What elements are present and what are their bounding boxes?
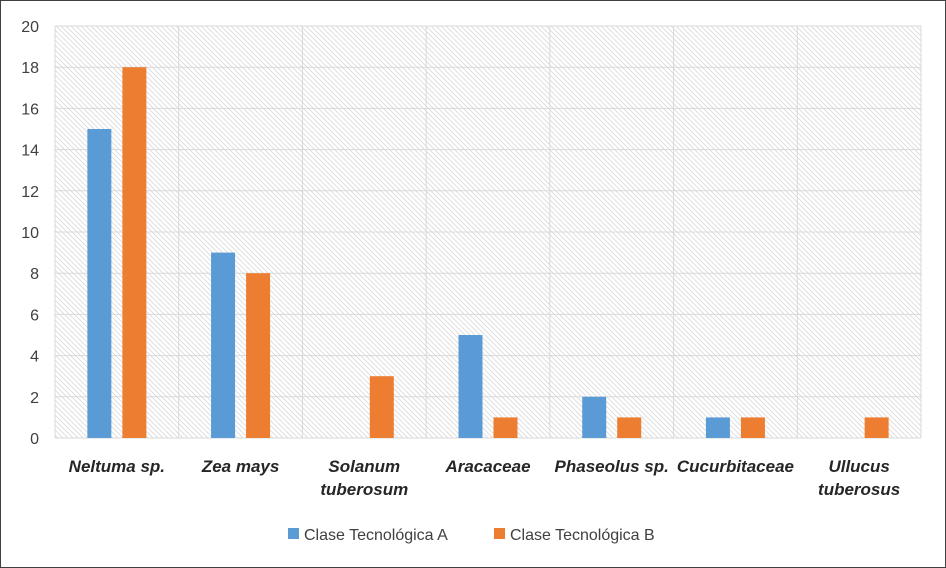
- y-tick-label: 8: [30, 266, 39, 283]
- legend-label: Clase Tecnológica A: [304, 527, 448, 544]
- bar-a-4: [582, 396, 607, 438]
- bar-a-5: [705, 417, 730, 438]
- category-label: tuberosus: [818, 480, 900, 499]
- bar-a-3: [458, 335, 483, 438]
- x-axis-categories: Neltuma sp. Zea mays Solanum tuberosum Araca…: [69, 457, 901, 499]
- y-tick-label: 0: [30, 431, 39, 448]
- bar-b-3: [493, 417, 518, 438]
- y-tick-label: 14: [21, 143, 39, 160]
- y-tick-label: 10: [21, 225, 39, 242]
- bar-b-1: [246, 273, 271, 438]
- category-label: Ullucus: [828, 457, 889, 476]
- y-tick-label: 18: [21, 60, 39, 77]
- legend-swatch-a: [288, 528, 299, 539]
- bar-b-2: [369, 376, 394, 438]
- bar-a-1: [211, 252, 236, 438]
- y-tick-label: 6: [30, 307, 39, 324]
- category-label: Solanum: [328, 457, 400, 476]
- bar-b-0: [122, 67, 147, 438]
- category-label: Aracaceae: [444, 457, 530, 476]
- category-label: Cucurbitaceae: [677, 457, 794, 476]
- bar-a-0: [87, 129, 112, 438]
- bars: [87, 67, 889, 438]
- category-label: Phaseolus sp.: [555, 457, 669, 476]
- bar-b-5: [740, 417, 765, 438]
- y-tick-label: 16: [21, 101, 39, 118]
- legend-swatch-b: [494, 528, 505, 539]
- category-label: tuberosum: [320, 480, 408, 499]
- bar-b-4: [617, 417, 642, 438]
- gridlines: [54, 25, 922, 439]
- y-tick-label: 12: [21, 184, 39, 201]
- legend: Clase Tecnológica A Clase Tecnológica B: [288, 527, 655, 544]
- y-axis-ticks: 0 2 4 6 8 10 12 14 16 18 20: [21, 19, 39, 448]
- bar-b-6: [864, 417, 889, 438]
- legend-label: Clase Tecnológica B: [510, 527, 655, 544]
- y-tick-label: 20: [21, 19, 39, 36]
- category-label: Zea mays: [201, 457, 280, 476]
- category-label: Neltuma sp.: [69, 457, 165, 476]
- y-tick-label: 4: [30, 349, 39, 366]
- y-tick-label: 2: [30, 390, 39, 407]
